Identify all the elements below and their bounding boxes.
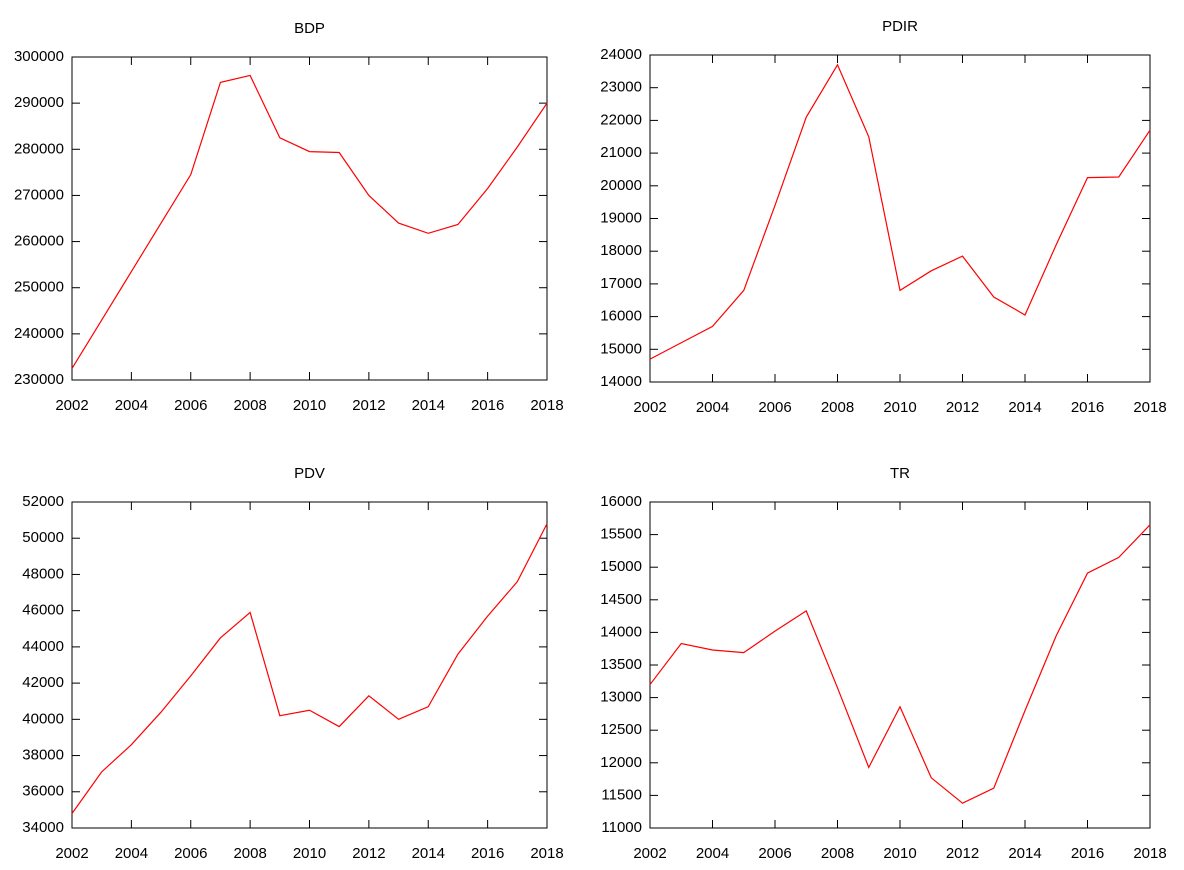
y-tick-label: 20000 [600,177,642,194]
y-tick-label: 17000 [600,275,642,292]
x-tick-label: 2016 [1071,399,1104,416]
x-tick-label: 2002 [633,399,666,416]
x-tick-label: 2008 [233,397,266,414]
y-tick-label: 16000 [600,308,642,325]
y-tick-label: 14000 [600,623,642,640]
x-tick-label: 2014 [1008,845,1041,862]
x-tick-label: 2018 [1133,845,1166,862]
y-tick-label: 44000 [22,638,64,655]
y-tick-label: 50000 [22,529,64,546]
y-tick-label: 13000 [600,689,642,706]
x-tick-label: 2006 [174,397,207,414]
data-line [649,524,1151,804]
y-tick-label: 21000 [600,144,642,161]
y-tick-label: 15500 [600,526,642,543]
y-tick-label: 15000 [600,558,642,575]
y-tick-label: 48000 [22,565,64,582]
y-tick-label: 12500 [600,721,642,738]
x-tick-label: 2012 [946,399,979,416]
x-tick-label: 2010 [883,399,916,416]
x-tick-label: 2016 [471,845,504,862]
y-tick-label: 14000 [600,373,642,390]
x-tick-label: 2018 [1133,399,1166,416]
x-tick-label: 2014 [412,397,445,414]
y-tick-label: 13500 [600,656,642,673]
y-tick-label: 15000 [600,340,642,357]
y-tick-label: 12000 [600,754,642,771]
x-tick-label: 2016 [471,397,504,414]
x-tick-label: 2002 [55,397,88,414]
x-tick-label: 2006 [758,845,791,862]
y-tick-label: 290000 [14,94,64,111]
y-tick-label: 11000 [601,819,642,836]
x-tick-label: 2006 [758,399,791,416]
data-line [71,523,548,814]
y-tick-label: 260000 [14,233,64,250]
x-tick-label: 2012 [946,845,979,862]
y-tick-label: 23000 [600,79,642,96]
y-tick-label: 34000 [22,819,64,836]
x-tick-label: 2012 [352,397,385,414]
x-tick-label: 2012 [352,845,385,862]
chart-title: BDP [294,20,325,37]
y-tick-label: 19000 [600,209,642,226]
y-tick-label: 40000 [22,710,64,727]
chart-title: PDIR [882,18,918,35]
data-line [71,74,548,369]
plot-frame [649,501,1151,829]
data-line [649,63,1151,360]
x-tick-label: 2004 [115,845,148,862]
x-tick-label: 2016 [1071,845,1104,862]
x-tick-label: 2010 [293,397,326,414]
y-tick-label: 280000 [14,140,64,157]
y-tick-label: 36000 [22,783,64,800]
y-tick-label: 42000 [22,674,64,691]
y-tick-label: 52000 [22,493,64,510]
x-tick-label: 2010 [293,845,326,862]
x-tick-label: 2004 [696,399,729,416]
y-tick-label: 230000 [14,371,64,388]
y-tick-label: 38000 [22,747,64,764]
y-tick-label: 270000 [14,186,64,203]
y-tick-label: 11500 [601,786,642,803]
x-tick-label: 2014 [412,845,445,862]
y-tick-label: 46000 [22,602,64,619]
x-tick-label: 2008 [821,845,854,862]
x-tick-label: 2018 [530,845,563,862]
x-tick-label: 2014 [1008,399,1041,416]
x-tick-label: 2002 [55,845,88,862]
plot-frame [71,501,548,829]
chart-title: PDV [294,465,325,482]
x-tick-label: 2006 [174,845,207,862]
y-tick-label: 300000 [14,48,64,65]
x-tick-label: 2002 [633,845,666,862]
y-tick-label: 16000 [600,493,642,510]
x-tick-label: 2008 [233,845,266,862]
x-tick-label: 2004 [696,845,729,862]
x-tick-label: 2010 [883,845,916,862]
chart-title: TR [890,465,910,482]
plot-frame [71,56,548,381]
y-tick-label: 18000 [600,242,642,259]
y-tick-label: 240000 [14,325,64,342]
x-tick-label: 2004 [115,397,148,414]
y-tick-label: 22000 [600,111,642,128]
y-tick-label: 14500 [600,591,642,608]
x-tick-label: 2008 [821,399,854,416]
y-tick-label: 24000 [600,46,642,63]
plot-frame [649,54,1151,383]
y-tick-label: 250000 [14,279,64,296]
x-tick-label: 2018 [530,397,563,414]
